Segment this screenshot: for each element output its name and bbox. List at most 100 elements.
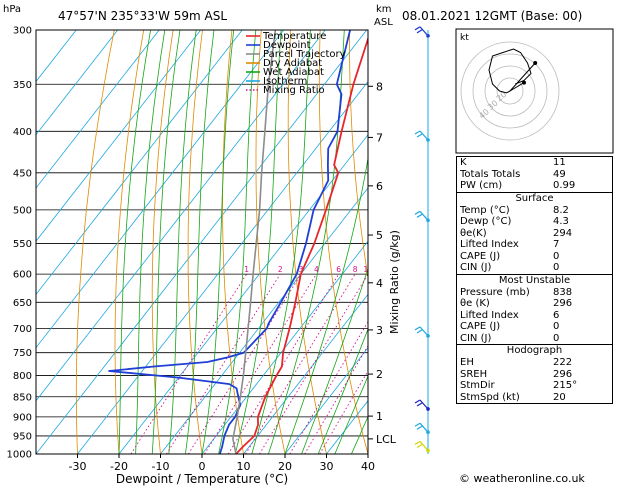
km-tick-label: 4: [376, 277, 383, 290]
index-value: 7: [553, 239, 560, 250]
pressure-tick-label: 550: [13, 239, 32, 250]
index-row: CIN (J) 0: [457, 333, 614, 345]
index-label: Dewp (°C): [460, 216, 512, 227]
index-row: Pressure (mb) 838: [457, 287, 614, 299]
indices-top-box: K 11 Totals Totals 49 PW (cm) 0.99: [456, 156, 613, 193]
x-tick-label: -10: [152, 460, 170, 473]
unstable-title: Most Unstable: [498, 274, 571, 286]
legend-label: Mixing Ratio: [263, 85, 325, 96]
isotherm-line: [36, 30, 243, 296]
km-tick-label: 6: [376, 180, 383, 193]
dry-adiabat-line: [151, 30, 174, 454]
series-parcel-trajectory: [232, 30, 277, 454]
index-row: PW (cm) 0.99: [457, 180, 614, 192]
mixing-ratio-line: [166, 273, 281, 454]
hodograph-unit-label: kt: [460, 33, 469, 43]
index-value: 0: [553, 262, 560, 273]
wet-adiabat-line: [168, 30, 197, 454]
date-title: 08.01.2021 12GMT (Base: 00): [402, 9, 582, 23]
index-value: 49: [553, 168, 566, 180]
wet-adiabat-line: [301, 267, 368, 454]
index-label: CIN (J): [460, 262, 492, 273]
mixing-ratio-label: 10: [363, 265, 373, 274]
wet-adiabat-line: [185, 30, 215, 454]
mixing-ratio-line: [204, 273, 317, 454]
x-tick-label: 10: [237, 460, 251, 473]
x-tick-label: -20: [110, 460, 128, 473]
pressure-tick-label: 300: [13, 26, 32, 37]
index-label: Temp (°C): [460, 204, 510, 216]
pressure-tick-label: 400: [13, 127, 32, 138]
index-label: θe (K): [460, 298, 490, 309]
pressure-tick-label: 750: [13, 348, 32, 359]
legend-label: Dewpoint: [263, 40, 311, 51]
index-label: CAPE (J): [460, 321, 501, 332]
wind-barb: [414, 130, 430, 142]
mixing-ratio-line: [319, 370, 368, 454]
x-tick-label: 30: [320, 460, 334, 473]
index-value: 222: [553, 357, 573, 368]
km-tick-label: 7: [376, 131, 383, 144]
index-value: 0.99: [553, 180, 576, 191]
index-row: Totals Totals 49: [457, 169, 614, 181]
pressure-tick-label: 500: [13, 205, 32, 216]
legend-label: Dry Adiabat: [263, 58, 322, 69]
wet-adiabat-line: [218, 30, 257, 454]
mixing-ratio-line: [245, 273, 356, 454]
index-row: StmSpd (kt) 20: [457, 392, 614, 404]
mixing-ratio-label: 4: [314, 265, 319, 274]
wind-barb: [414, 399, 430, 411]
mixing-ratio-label: 3: [299, 265, 304, 274]
index-value: 20: [553, 391, 566, 403]
x-tick-label: 0: [199, 460, 206, 473]
wet-adiabat-line: [284, 156, 368, 454]
index-value: 215°: [553, 380, 578, 391]
pressure-tick-label: 700: [13, 324, 32, 335]
index-value: 11: [553, 157, 566, 168]
isotherm-line: [284, 346, 368, 454]
dry-adiabat-line: [255, 30, 286, 454]
index-label: StmDir: [460, 380, 495, 391]
pressure-tick-label: 900: [13, 412, 32, 423]
x-tick-label: -30: [69, 460, 87, 473]
surface-title: Surface: [515, 192, 554, 204]
isotherm-line: [36, 30, 77, 83]
dry-adiabat-line: [349, 30, 368, 280]
index-label: EH: [460, 357, 474, 368]
index-label: StmSpd (kt): [460, 391, 520, 403]
index-value: 6: [553, 309, 560, 321]
hodograph-ring: [472, 53, 548, 129]
index-row: Lifted Index 6: [457, 310, 614, 322]
km-label: km: [376, 4, 392, 15]
indices-panel: K 11 Totals Totals 49 PW (cm) 0.99 Surface Te…: [456, 156, 613, 404]
x-axis-title: Dewpoint / Temperature (°C): [116, 472, 288, 486]
index-value: 8.2: [553, 204, 569, 216]
index-label: Totals Totals: [460, 168, 521, 180]
pressure-tick-label: 600: [13, 270, 32, 281]
index-row: θe(K) 294: [457, 228, 614, 240]
index-value: 838: [553, 286, 573, 298]
wind-barbs: [414, 26, 430, 454]
wet-adiabat-line: [317, 328, 368, 454]
wet-adiabat-line: [118, 30, 151, 454]
index-row: θe (K) 296: [457, 298, 614, 310]
legend-label: Wet Adiabat: [263, 67, 324, 78]
wind-barb: [414, 326, 430, 338]
isotherm-line: [36, 30, 119, 136]
wind-barb: [414, 210, 430, 223]
index-row: CAPE (J) 0: [457, 251, 614, 263]
mixing-ratio-label: 6: [336, 265, 341, 274]
mixing-ratio-line: [188, 273, 302, 454]
index-label: K: [460, 157, 467, 168]
dry-adiabat-line: [75, 30, 115, 454]
index-label: PW (cm): [460, 180, 503, 191]
indices-surface-box: Surface Temp (°C) 8.2 Dewp (°C) 4.3 θe(K) 294…: [456, 192, 614, 275]
legend-label: Isotherm: [263, 76, 307, 87]
index-row: Lifted Index 7: [457, 239, 614, 251]
pressure-tick-label: 950: [13, 431, 32, 442]
isotherm-line: [36, 30, 202, 242]
km-tick-label: 3: [376, 324, 383, 337]
hodograph-ring: [496, 77, 524, 105]
asl-label: ASL: [374, 17, 393, 28]
